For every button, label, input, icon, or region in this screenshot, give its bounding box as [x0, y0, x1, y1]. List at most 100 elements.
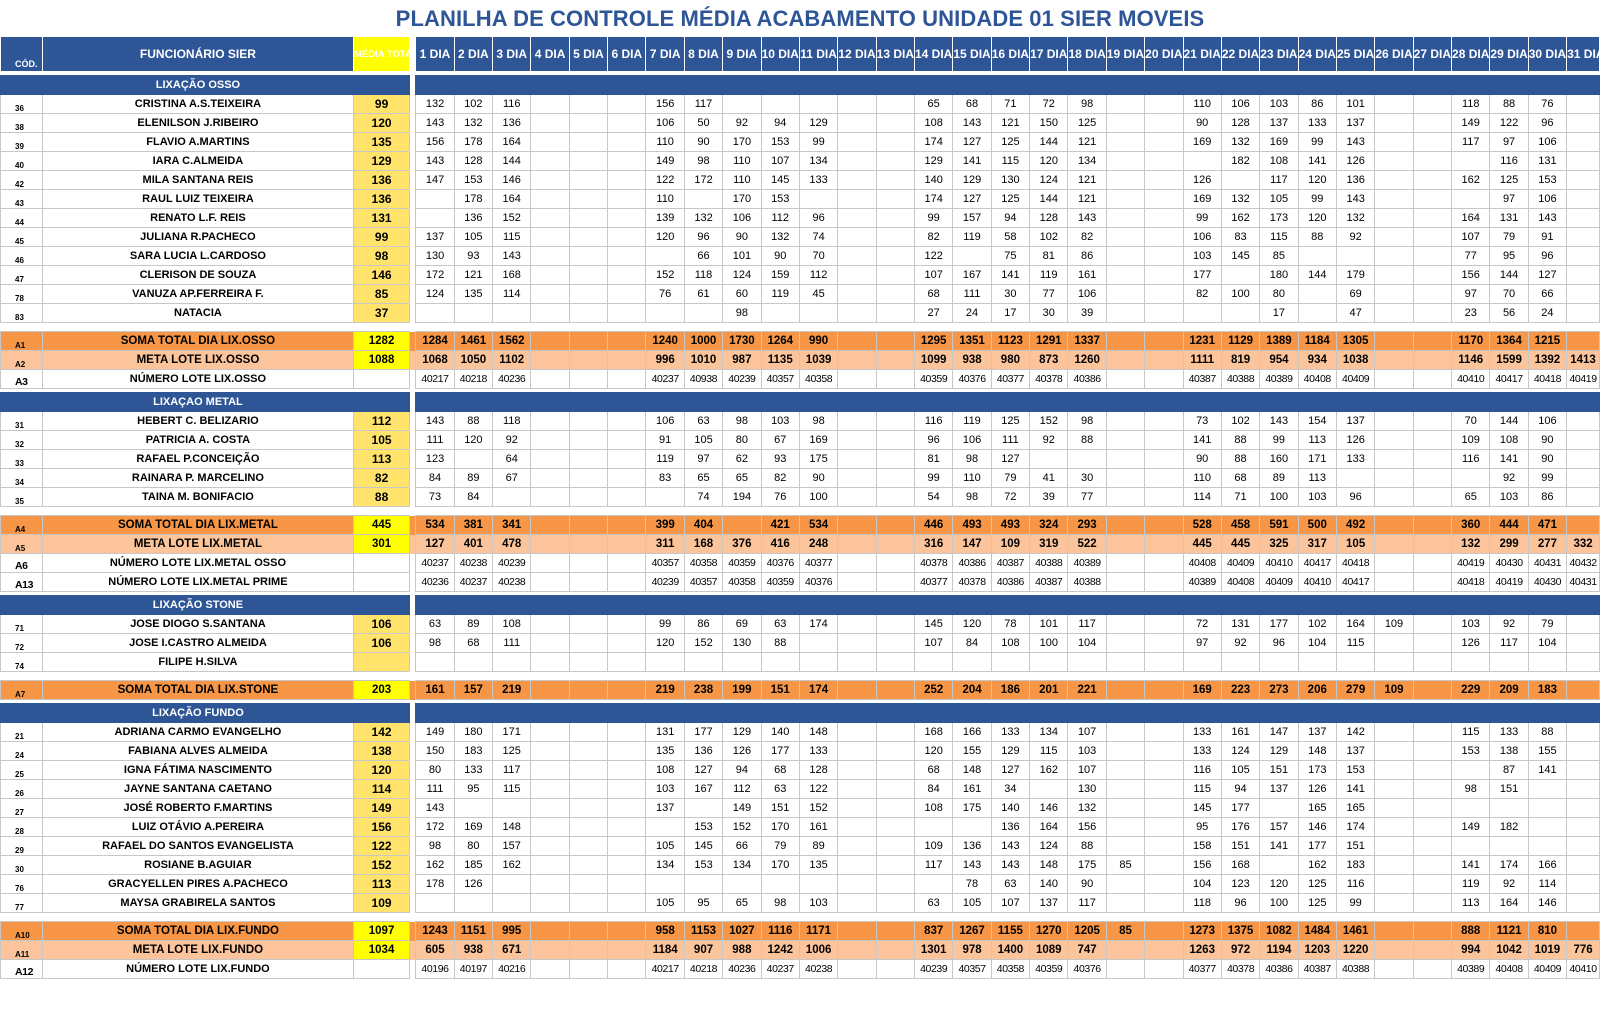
- day-cell[interactable]: 96: [913, 430, 954, 450]
- day-cell[interactable]: 68: [453, 633, 494, 653]
- day-cell[interactable]: [837, 303, 877, 323]
- day-cell[interactable]: 174: [913, 189, 954, 209]
- day-cell[interactable]: 131: [645, 722, 685, 742]
- day-cell[interactable]: 136: [1335, 170, 1376, 190]
- day-cell[interactable]: [875, 741, 916, 761]
- day-cell[interactable]: [1105, 208, 1146, 228]
- day-cell[interactable]: [875, 836, 916, 856]
- day-cell[interactable]: 144: [1297, 265, 1337, 285]
- day-cell[interactable]: 88: [760, 633, 800, 653]
- day-cell[interactable]: 141: [1489, 449, 1529, 469]
- day-cell[interactable]: [875, 132, 916, 152]
- day-cell[interactable]: 111: [415, 430, 455, 450]
- day-cell[interactable]: 68: [760, 760, 800, 780]
- day-cell[interactable]: 171: [1297, 449, 1337, 469]
- day-cell[interactable]: 107: [990, 893, 1031, 913]
- day-cell[interactable]: 70: [1489, 284, 1529, 304]
- day-cell[interactable]: 95: [1489, 246, 1529, 266]
- day-cell[interactable]: 121: [1067, 132, 1107, 152]
- day-cell[interactable]: [453, 893, 494, 913]
- day-cell[interactable]: [530, 836, 570, 856]
- day-cell[interactable]: 134: [645, 855, 685, 875]
- day-cell[interactable]: [607, 468, 647, 488]
- day-cell[interactable]: [875, 722, 916, 742]
- day-cell[interactable]: [1105, 779, 1146, 799]
- day-cell[interactable]: [607, 132, 647, 152]
- day-cell[interactable]: [1451, 151, 1491, 171]
- day-cell[interactable]: [1374, 487, 1414, 507]
- day-cell[interactable]: 174: [1335, 817, 1376, 837]
- day-cell[interactable]: [837, 113, 877, 133]
- day-cell[interactable]: [1105, 284, 1146, 304]
- day-cell[interactable]: [1220, 170, 1261, 190]
- day-cell[interactable]: [1105, 151, 1146, 171]
- day-cell[interactable]: 144: [1029, 189, 1069, 209]
- day-cell[interactable]: 141: [1527, 760, 1568, 780]
- day-cell[interactable]: [1527, 779, 1568, 799]
- day-cell[interactable]: [1374, 449, 1414, 469]
- day-cell[interactable]: 83: [1220, 227, 1261, 247]
- day-cell[interactable]: [607, 817, 647, 837]
- day-cell[interactable]: [837, 208, 877, 228]
- day-cell[interactable]: [1412, 614, 1453, 634]
- day-cell[interactable]: 72: [1182, 614, 1222, 634]
- day-cell[interactable]: [607, 798, 647, 818]
- day-cell[interactable]: 74: [798, 227, 839, 247]
- day-cell[interactable]: 105: [1259, 189, 1299, 209]
- day-cell[interactable]: 149: [645, 151, 685, 171]
- day-cell[interactable]: 60: [722, 284, 762, 304]
- day-cell[interactable]: 136: [990, 817, 1031, 837]
- day-cell[interactable]: [568, 208, 609, 228]
- day-cell[interactable]: 109: [1451, 430, 1491, 450]
- day-cell[interactable]: [568, 303, 609, 323]
- day-cell[interactable]: 159: [760, 265, 800, 285]
- employee-row[interactable]: 46 SARA LUCIA L.CARDOSO 98 130 93 143 66 101 90 7…: [0, 246, 1600, 266]
- day-cell[interactable]: 97: [683, 449, 724, 469]
- day-cell[interactable]: 68: [913, 284, 954, 304]
- day-cell[interactable]: [530, 430, 570, 450]
- day-cell[interactable]: [530, 614, 570, 634]
- day-cell[interactable]: 30: [990, 284, 1031, 304]
- day-cell[interactable]: 90: [760, 246, 800, 266]
- day-cell[interactable]: 63: [990, 874, 1031, 894]
- day-cell[interactable]: 103: [1259, 94, 1299, 114]
- day-cell[interactable]: 130: [990, 170, 1031, 190]
- day-cell[interactable]: [1144, 265, 1184, 285]
- day-cell[interactable]: 98: [415, 633, 455, 653]
- day-cell[interactable]: 104: [1527, 633, 1568, 653]
- day-cell[interactable]: 150: [415, 741, 455, 761]
- day-cell[interactable]: [1297, 652, 1337, 672]
- day-cell[interactable]: 182: [1489, 817, 1529, 837]
- day-cell[interactable]: 110: [1182, 468, 1222, 488]
- day-cell[interactable]: 71: [1220, 487, 1261, 507]
- day-cell[interactable]: 132: [1335, 208, 1376, 228]
- day-cell[interactable]: 162: [415, 855, 455, 875]
- day-cell[interactable]: [875, 893, 916, 913]
- day-cell[interactable]: [1566, 874, 1600, 894]
- day-cell[interactable]: 97: [1489, 132, 1529, 152]
- day-cell[interactable]: 63: [415, 614, 455, 634]
- day-cell[interactable]: [1144, 189, 1184, 209]
- day-cell[interactable]: [1374, 246, 1414, 266]
- day-cell[interactable]: [607, 652, 647, 672]
- day-cell[interactable]: [760, 874, 800, 894]
- day-cell[interactable]: [1220, 652, 1261, 672]
- day-cell[interactable]: 119: [1029, 265, 1069, 285]
- day-cell[interactable]: [1527, 652, 1568, 672]
- day-cell[interactable]: 100: [1259, 487, 1299, 507]
- day-cell[interactable]: 88: [1220, 449, 1261, 469]
- day-cell[interactable]: [607, 449, 647, 469]
- day-cell[interactable]: 169: [1182, 189, 1222, 209]
- day-cell[interactable]: 153: [1335, 760, 1376, 780]
- day-cell[interactable]: 117: [1489, 633, 1529, 653]
- day-cell[interactable]: 98: [952, 487, 992, 507]
- day-cell[interactable]: 97: [1182, 633, 1222, 653]
- day-cell[interactable]: 120: [645, 227, 685, 247]
- day-cell[interactable]: 106: [1220, 94, 1261, 114]
- day-cell[interactable]: 110: [1182, 94, 1222, 114]
- day-cell[interactable]: [1374, 303, 1414, 323]
- day-cell[interactable]: [875, 614, 916, 634]
- day-cell[interactable]: [1144, 893, 1184, 913]
- day-cell[interactable]: [530, 208, 570, 228]
- day-cell[interactable]: 124: [1220, 741, 1261, 761]
